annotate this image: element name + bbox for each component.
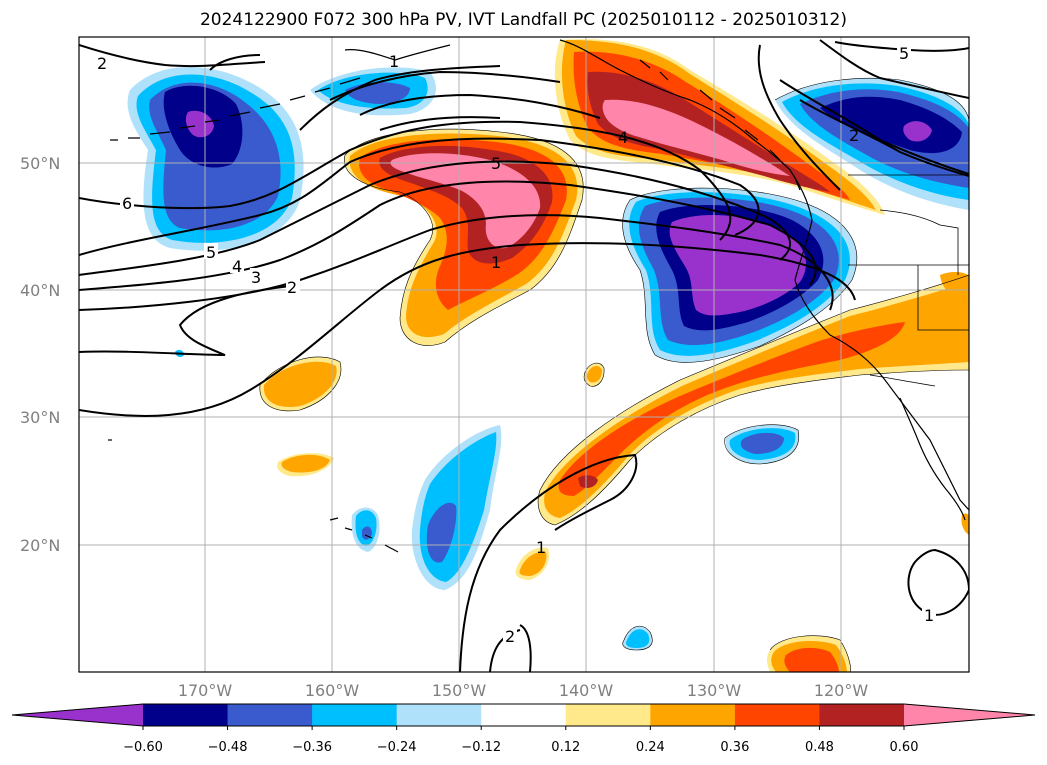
colorbar-swatch (312, 704, 398, 726)
colorbar-swatch (481, 704, 567, 726)
pv-contour-5 (79, 137, 760, 256)
map-title: 2024122900 F072 300 hPa PV, IVT Landfall… (199, 10, 847, 30)
map-frame (78, 36, 970, 673)
latitude-labels: 50°N 40°N 30°N 20°N (20, 154, 60, 555)
map-panel: 2 1 6 5 4 3 2 5 4 1 5 2 1 2 1 (79, 37, 969, 672)
lat-label: 30°N (20, 408, 60, 427)
contour-label: 3 (251, 268, 261, 287)
lat-label: 50°N (20, 154, 60, 173)
colorbar-tick-label: −0.48 (208, 740, 248, 755)
aleutian-chain (110, 77, 361, 141)
colorbar-tick-label: −0.12 (461, 740, 501, 755)
colorbar-tick-label: −0.24 (377, 740, 417, 755)
colorbar-tick-label: 0.24 (636, 740, 665, 755)
pv-contour-6 (79, 120, 732, 241)
contour-label: 2 (287, 278, 297, 297)
anomaly-outlines (259, 77, 969, 672)
colorbar-tick-label: 0.12 (551, 740, 580, 755)
colorbar-swatch (143, 704, 229, 726)
contour-label: 2 (97, 54, 107, 73)
hawaii-islands (329, 517, 399, 553)
pv-contour-4 (79, 160, 791, 276)
lon-label: 150°W (432, 681, 487, 700)
lat-label: 40°N (20, 281, 60, 300)
colorbar-swatch (650, 704, 736, 726)
contour-label: 5 (491, 154, 501, 173)
contour-label: 6 (122, 194, 132, 213)
colorbar-tick-label: −0.36 (292, 740, 332, 755)
baja-coast (899, 397, 966, 521)
lon-label: 160°W (305, 681, 360, 700)
colorbar-swatch (227, 704, 313, 726)
negative-anomaly-shading (127, 66, 969, 650)
colorbar-extend-min (12, 704, 143, 726)
contour-label: 5 (899, 44, 909, 63)
longitude-labels: 170°W 160°W 150°W 140°W 130°W 120°W (178, 681, 869, 700)
colorbar-swatch (734, 704, 820, 726)
colorbar-tick-label: 0.36 (720, 740, 749, 755)
contour-label: 4 (618, 128, 628, 147)
political-borders (848, 174, 969, 387)
contour-label: 1 (491, 253, 501, 272)
alaska-coast (344, 39, 969, 511)
lon-label: 130°W (687, 681, 742, 700)
colorbar-tick-label: −0.60 (123, 740, 163, 755)
colorbar: −0.60 −0.48 −0.36 −0.24 −0.12 0.12 0.24 0.36 0.4… (11, 703, 1036, 755)
contour-label: 5 (206, 243, 216, 262)
pv-contour-labels: 2 1 6 5 4 3 2 5 4 1 5 2 1 2 1 (96, 44, 936, 646)
pv-contour-1 (79, 242, 856, 417)
lon-label: 120°W (814, 681, 869, 700)
contour-label: 1 (389, 52, 399, 71)
colorbar-swatch (819, 704, 905, 726)
lon-label: 170°W (178, 681, 233, 700)
pv-contours (79, 39, 969, 672)
colorbar-tick-label: 0.60 (890, 740, 919, 755)
contour-label: 1 (536, 538, 546, 557)
contour-label: 2 (849, 126, 859, 145)
colorbar-tick-label: 0.48 (805, 740, 834, 755)
lat-label: 20°N (20, 536, 60, 555)
contour-label: 1 (924, 606, 934, 625)
colorbar-extend-max (904, 704, 1035, 726)
coastlines (108, 39, 969, 553)
contour-label: 4 (232, 257, 242, 276)
bc-islands (639, 59, 801, 191)
colorbar-swatch (565, 704, 651, 726)
graticule (79, 37, 969, 672)
contour-label: 2 (505, 627, 515, 646)
colorbar-swatch (396, 704, 482, 726)
lon-label: 140°W (559, 681, 614, 700)
